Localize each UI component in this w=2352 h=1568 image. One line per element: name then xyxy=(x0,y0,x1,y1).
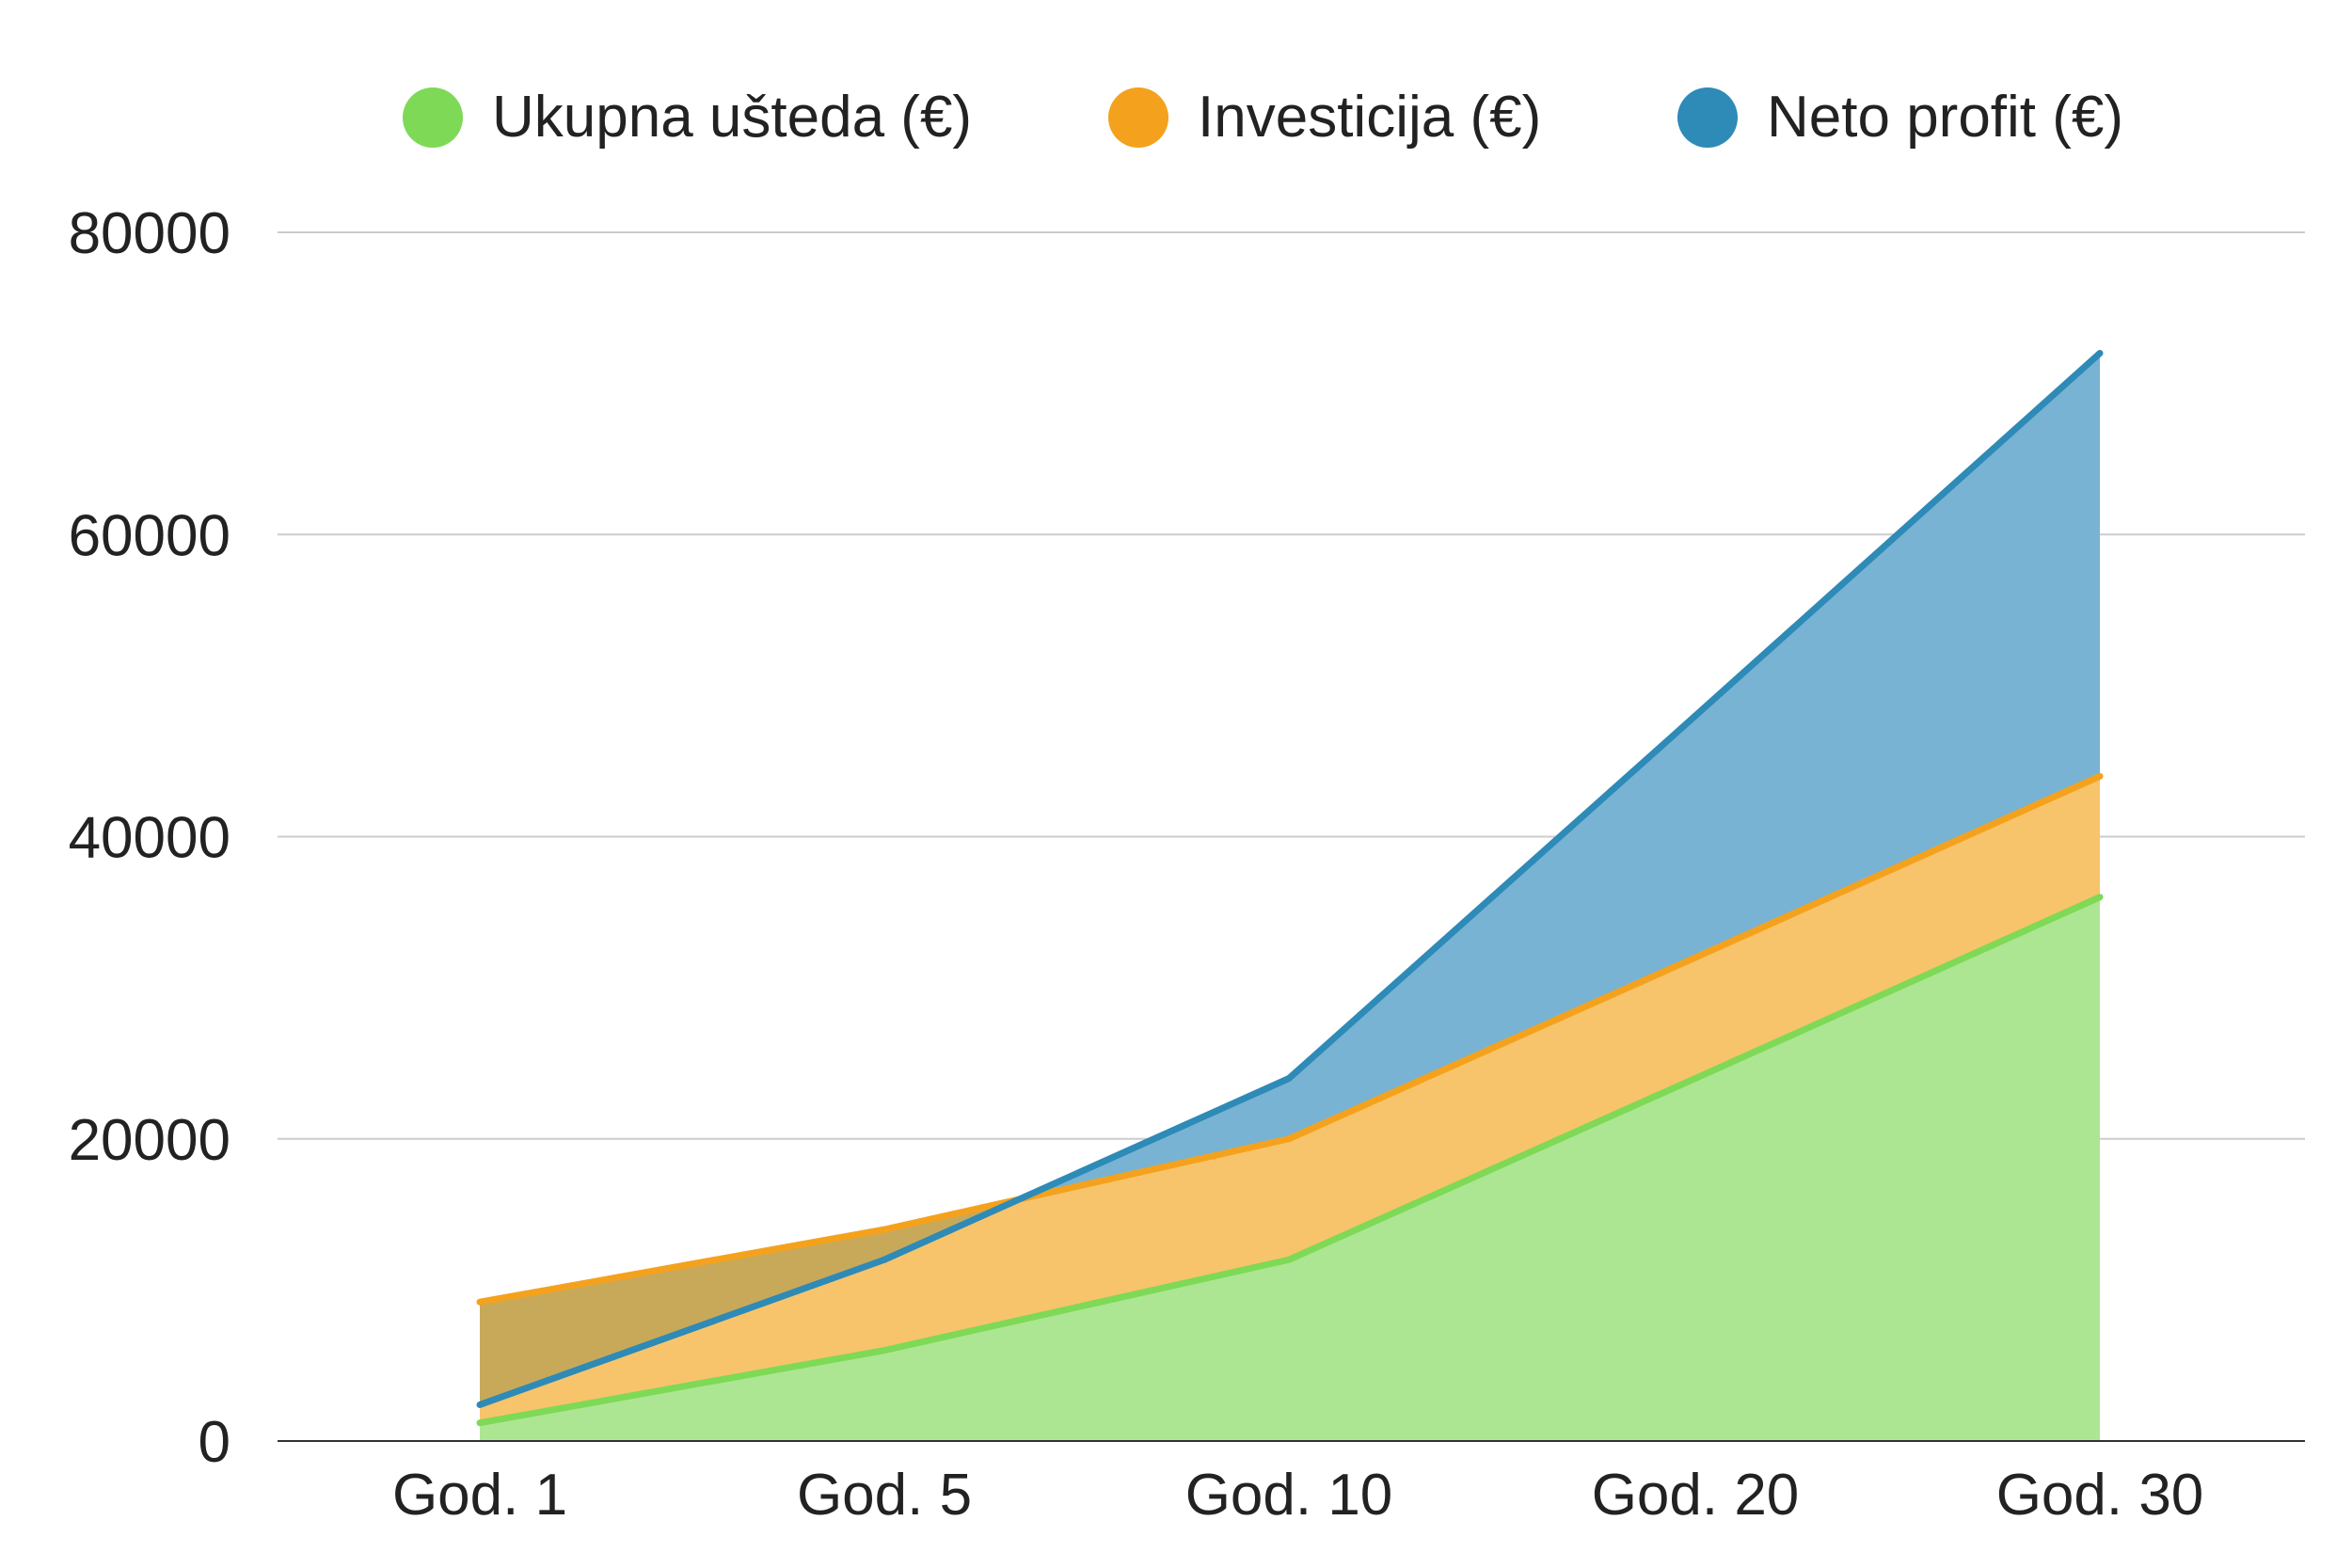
data-point xyxy=(2096,894,2104,901)
y-axis-ticks: 0 20000 40000 60000 80000 xyxy=(69,201,230,1475)
y-tick-label: 80000 xyxy=(69,201,230,266)
data-point xyxy=(476,1298,484,1306)
y-tick-label: 0 xyxy=(199,1410,230,1475)
data-point xyxy=(1285,1075,1293,1082)
legend-item: Neto profit (€) xyxy=(1677,85,2123,150)
legend-swatch xyxy=(403,87,463,148)
data-point xyxy=(2096,350,2104,356)
data-point xyxy=(476,1401,484,1408)
x-axis-ticks: God. 1 God. 5 God. 10 God. 20 God. 30 xyxy=(392,1463,2203,1528)
legend: Ukupna ušteda (€) Investicija (€) Neto pro… xyxy=(403,85,2123,150)
y-tick-label: 40000 xyxy=(69,806,230,871)
legend-swatch xyxy=(1677,87,1738,148)
legend-label: Neto profit (€) xyxy=(1767,85,2123,150)
legend-label: Ukupna ušteda (€) xyxy=(492,85,972,150)
series-areas xyxy=(480,353,2100,1441)
data-point xyxy=(1692,712,1699,720)
y-tick-label: 60000 xyxy=(69,503,230,568)
legend-swatch xyxy=(1108,87,1168,148)
x-tick-label: God. 5 xyxy=(797,1463,972,1528)
data-point xyxy=(1692,1075,1699,1082)
data-point xyxy=(881,1226,888,1233)
series-lines xyxy=(476,350,2104,1427)
legend-item: Investicija (€) xyxy=(1108,85,1541,150)
data-point xyxy=(1692,954,1699,961)
data-point xyxy=(881,1256,888,1263)
area-0 xyxy=(480,896,2100,1441)
data-point xyxy=(1285,1256,1293,1263)
legend-label: Investicija (€) xyxy=(1198,85,1541,150)
y-tick-label: 20000 xyxy=(69,1108,230,1173)
x-tick-label: God. 1 xyxy=(392,1463,567,1528)
x-tick-label: God. 20 xyxy=(1592,1463,1800,1528)
legend-item: Ukupna ušteda (€) xyxy=(403,85,972,150)
data-point xyxy=(2096,772,2104,780)
data-point xyxy=(881,1347,888,1354)
data-point xyxy=(476,1419,484,1427)
data-point xyxy=(1285,1135,1293,1143)
x-tick-label: God. 30 xyxy=(1996,1463,2204,1528)
x-tick-label: God. 10 xyxy=(1185,1463,1393,1528)
